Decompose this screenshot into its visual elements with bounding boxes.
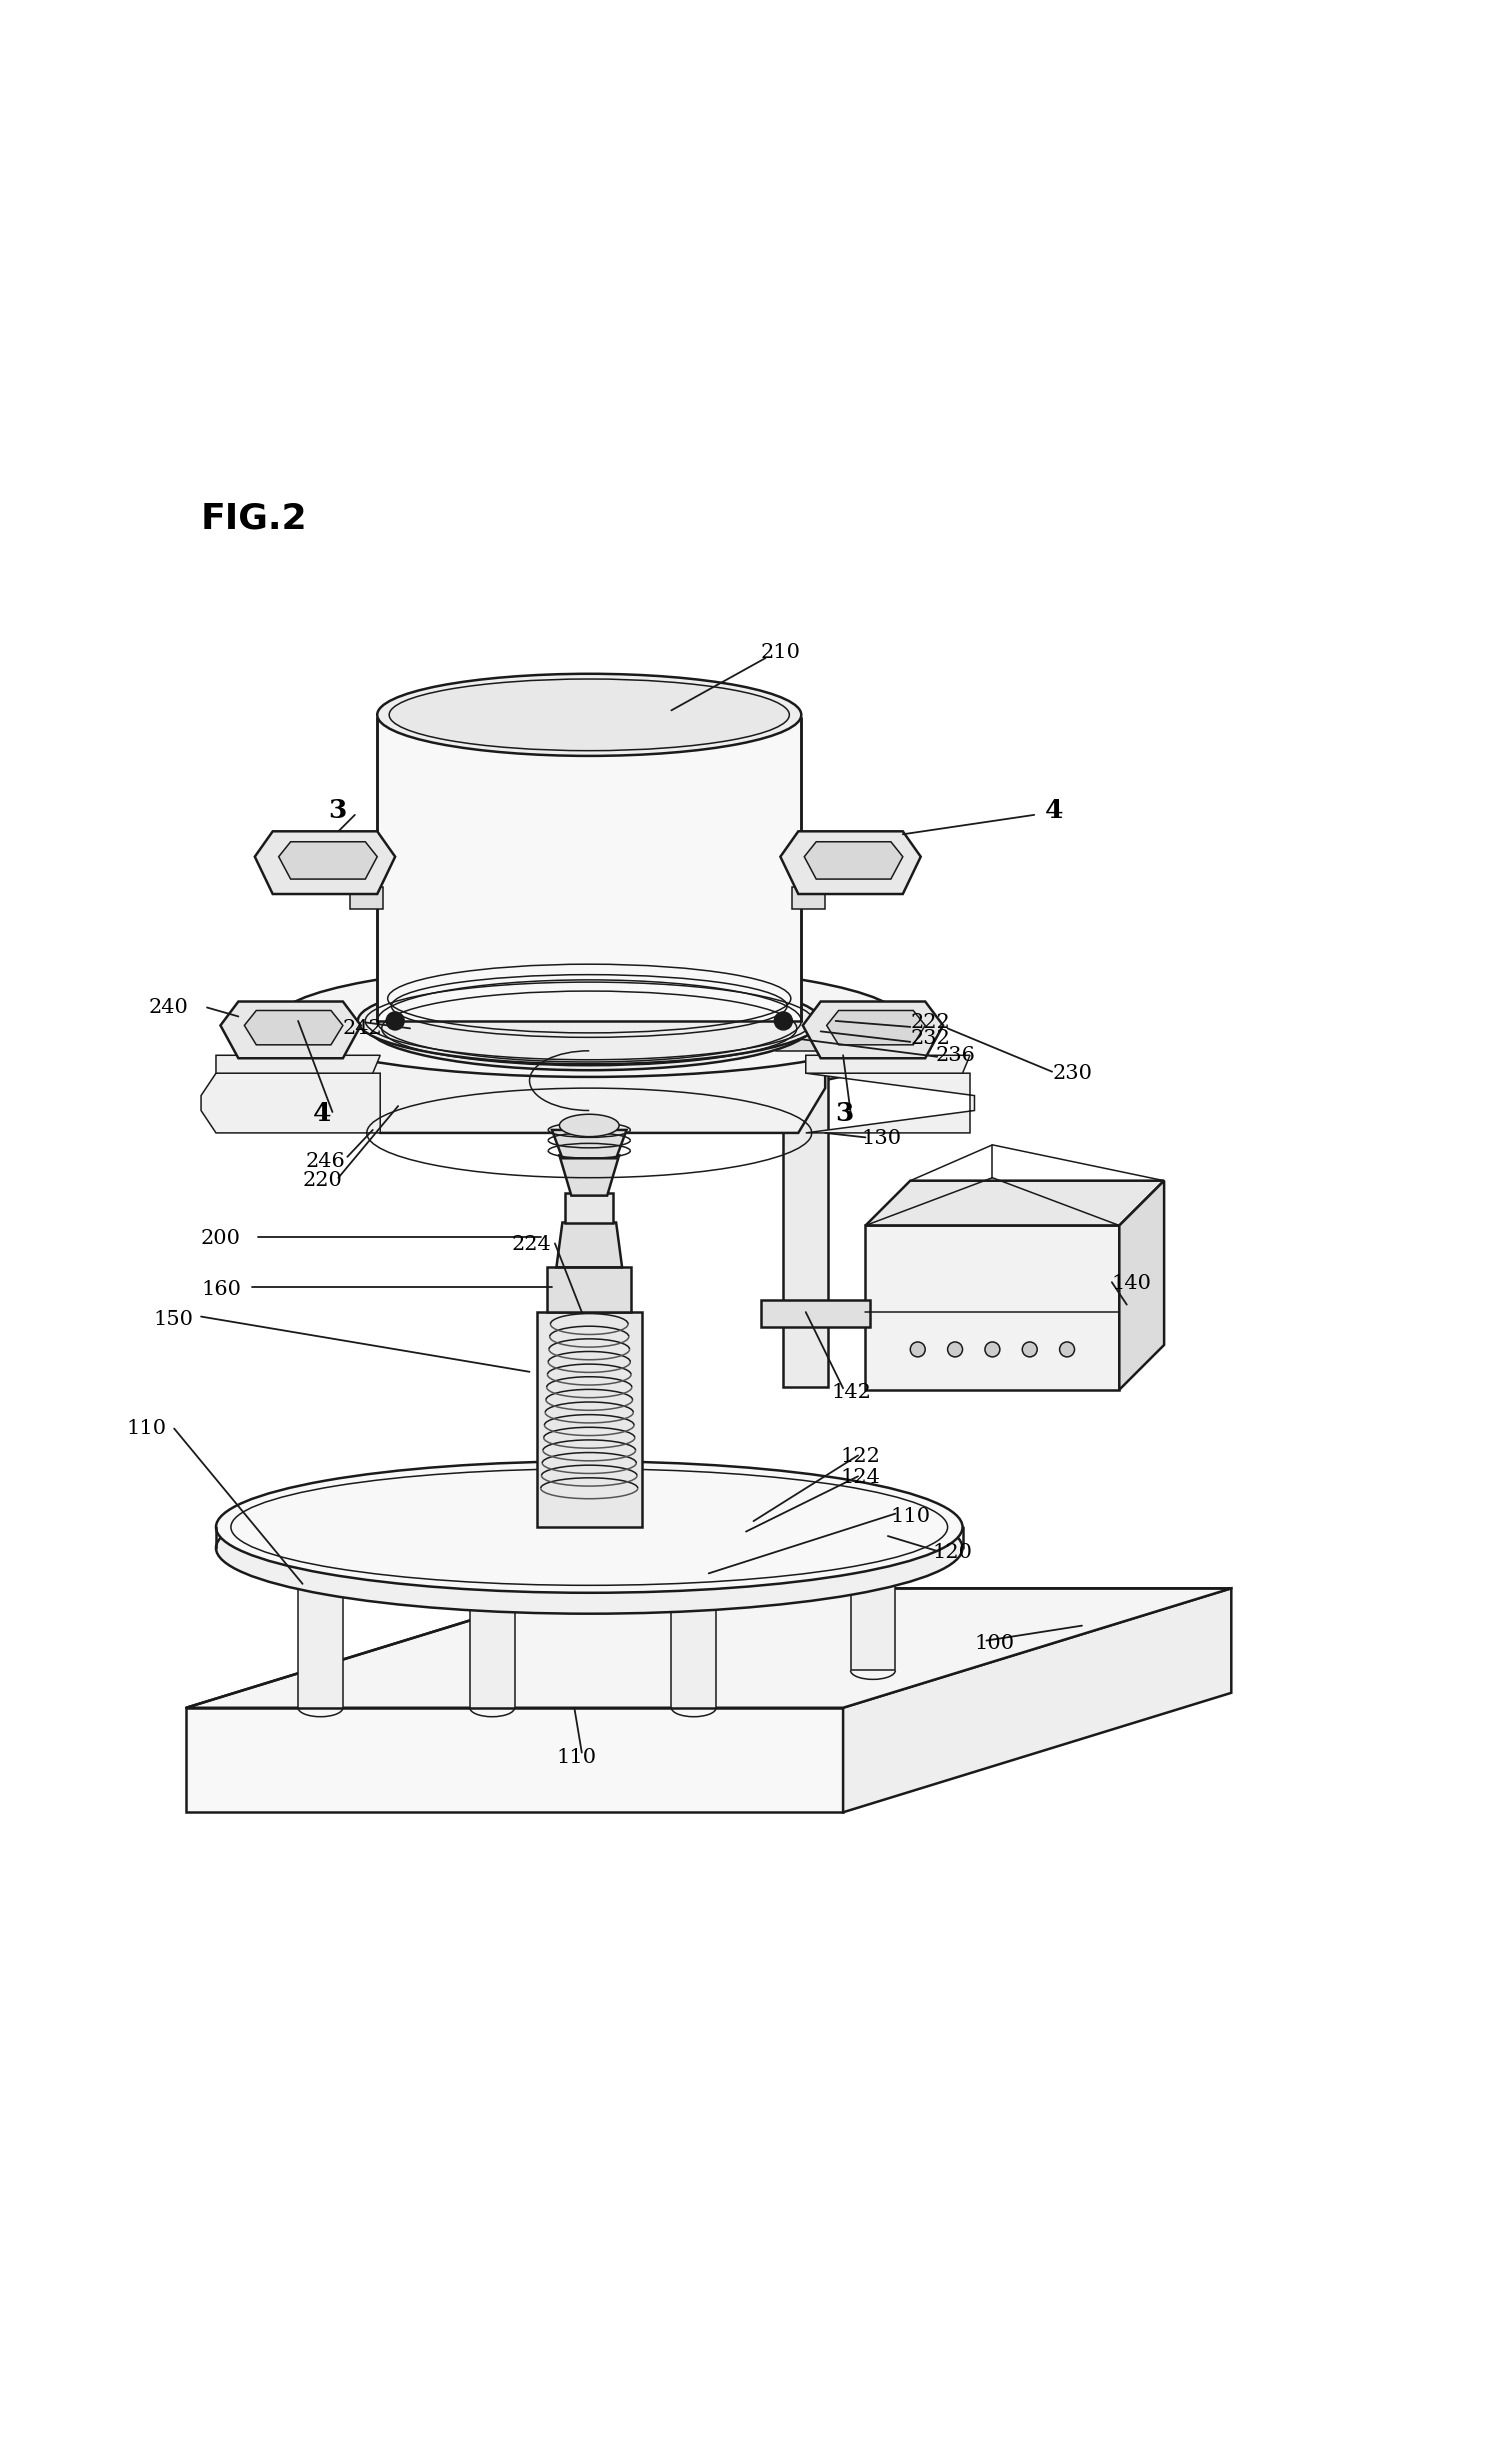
Text: 110: 110 [127,1418,166,1438]
Circle shape [386,1012,404,1029]
Ellipse shape [276,966,903,1076]
Text: 232: 232 [910,1029,949,1049]
Polygon shape [803,1002,943,1059]
Text: 210: 210 [761,643,800,663]
Circle shape [948,1342,963,1357]
Text: 160: 160 [200,1281,241,1298]
Ellipse shape [216,1482,963,1614]
Polygon shape [806,1056,971,1073]
Polygon shape [793,888,826,910]
Polygon shape [187,1589,1231,1707]
Polygon shape [470,1575,514,1707]
Text: 4: 4 [1044,797,1062,824]
Text: 246: 246 [306,1152,345,1171]
Polygon shape [865,1181,1163,1225]
Polygon shape [200,1073,380,1132]
Text: 3: 3 [835,1100,854,1127]
Polygon shape [536,1313,642,1528]
Polygon shape [827,1010,925,1044]
Ellipse shape [559,1115,619,1137]
Polygon shape [784,1044,829,1386]
Polygon shape [220,1002,360,1059]
Text: 120: 120 [933,1543,972,1562]
Circle shape [1022,1342,1037,1357]
Polygon shape [255,831,395,895]
Polygon shape [559,1156,619,1196]
Text: 240: 240 [149,998,188,1017]
Circle shape [986,1342,999,1357]
Polygon shape [279,841,377,880]
Text: 224: 224 [511,1235,552,1254]
Polygon shape [377,719,802,1022]
Polygon shape [672,1589,716,1707]
Text: 3: 3 [329,797,347,824]
Ellipse shape [389,680,790,751]
Text: 4: 4 [313,1100,332,1127]
Polygon shape [556,1222,622,1267]
Polygon shape [298,1589,344,1707]
Text: 100: 100 [975,1633,1014,1653]
Ellipse shape [276,988,903,1100]
Text: 200: 200 [200,1230,241,1249]
Text: 150: 150 [154,1311,193,1330]
Polygon shape [806,1073,975,1132]
Circle shape [910,1342,925,1357]
Text: 110: 110 [556,1748,597,1768]
Polygon shape [565,1193,613,1222]
Text: 236: 236 [936,1046,975,1064]
Polygon shape [776,1024,835,1051]
Polygon shape [350,888,383,910]
Polygon shape [1120,1181,1163,1389]
Polygon shape [842,1589,1231,1812]
Circle shape [1059,1342,1074,1357]
Polygon shape [552,1130,627,1159]
Polygon shape [805,841,903,880]
Ellipse shape [366,980,812,1071]
Text: 110: 110 [891,1506,931,1526]
Text: 124: 124 [839,1469,880,1487]
Polygon shape [187,1707,842,1812]
Polygon shape [216,1056,380,1073]
Polygon shape [244,1010,344,1044]
Text: 122: 122 [839,1447,880,1467]
Ellipse shape [216,1462,963,1592]
Circle shape [775,1012,793,1029]
Text: 142: 142 [832,1384,871,1403]
Text: 130: 130 [860,1130,901,1149]
Text: 140: 140 [1112,1274,1151,1293]
Polygon shape [761,1301,870,1328]
Text: 222: 222 [910,1012,949,1032]
Text: 230: 230 [1052,1064,1093,1083]
Ellipse shape [357,978,821,1064]
Polygon shape [850,1584,895,1670]
Ellipse shape [377,675,802,756]
Text: FIG.2: FIG.2 [200,501,307,535]
Polygon shape [547,1267,631,1313]
Text: 242: 242 [344,1020,383,1037]
Polygon shape [353,1024,826,1132]
Polygon shape [865,1225,1120,1389]
Polygon shape [781,831,921,895]
Text: 220: 220 [303,1171,342,1191]
